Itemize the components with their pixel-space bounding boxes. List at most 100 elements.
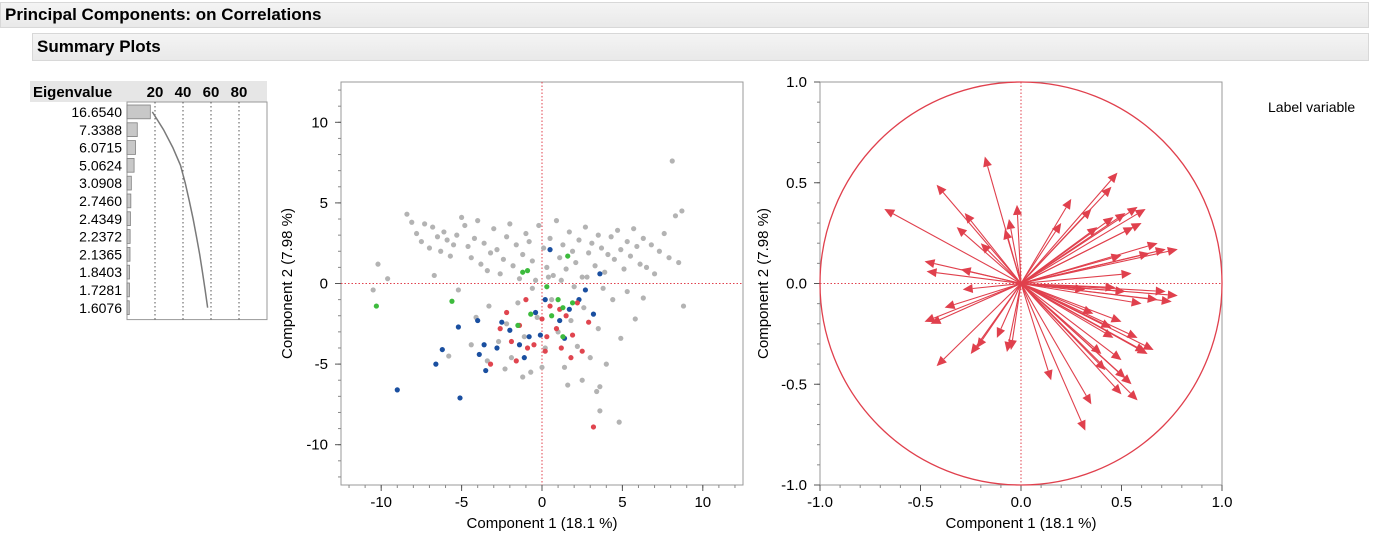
loading-vector	[1020, 208, 1146, 284]
loading-vector-line	[981, 283, 1022, 341]
summary-plots-header[interactable]: Summary Plots	[32, 33, 1369, 61]
score-point	[516, 276, 523, 282]
score-point	[475, 218, 481, 224]
score-point	[513, 242, 519, 248]
eigenvalue-bar-chart: Eigenvalue 20 40 60 80 16.6540 7.3388 6.07155.0…	[30, 81, 268, 321]
score-point	[550, 272, 556, 279]
score-point	[614, 227, 621, 233]
loading-arrowhead	[1007, 339, 1017, 350]
eigenvalue-bar	[126, 282, 130, 298]
loading-arrowhead	[1114, 212, 1126, 223]
score-point	[544, 334, 550, 340]
score-point	[566, 229, 572, 235]
score-point	[542, 348, 548, 354]
eigenvalue-bar	[126, 193, 132, 209]
loading-vector-line	[1007, 238, 1022, 284]
score-point	[487, 361, 494, 367]
score-plot[interactable]: -10 -5 0 5 10 -10 -5 0 5 10 Component 1 (18.1 %) Co…	[0, 0, 760, 541]
loading-vector-line	[953, 282, 1022, 306]
score-point	[637, 261, 643, 267]
score-y-tick-label: 5	[320, 195, 328, 212]
score-point	[560, 305, 566, 311]
score-point	[523, 230, 529, 237]
score-point	[624, 238, 630, 245]
loading-vector	[884, 208, 1022, 284]
loading-vector	[1020, 251, 1150, 285]
loading-arrowhead	[1006, 219, 1016, 230]
score-point	[532, 309, 539, 316]
score-point	[569, 300, 576, 306]
eigenvalue-label: 1.8403	[79, 264, 122, 280]
loading-vector-line	[1020, 273, 1122, 285]
score-point	[631, 226, 637, 232]
score-point	[618, 247, 624, 253]
score-point	[621, 266, 627, 272]
score-point	[504, 321, 510, 327]
loading-vector-line	[987, 249, 1022, 284]
score-point	[500, 256, 507, 262]
eigenvalue-header-tick: 40	[175, 84, 192, 101]
loading-arrowhead	[1102, 328, 1114, 338]
score-point	[439, 346, 445, 353]
score-point	[487, 250, 494, 256]
loading-vector	[1020, 283, 1114, 338]
score-point	[528, 369, 534, 375]
loading-vector	[1020, 282, 1142, 307]
principal-components-header[interactable]: Principal Components: on Correlations	[0, 2, 1369, 28]
loading-vector-line	[1020, 283, 1049, 371]
loading-arrowhead	[996, 326, 1006, 338]
loading-y-tick-label: -1.0	[781, 477, 807, 494]
score-point	[560, 334, 566, 340]
loading-vector-line	[1020, 231, 1125, 284]
eigenvalue-label: 3.0908	[79, 175, 122, 191]
score-point	[444, 237, 450, 243]
loading-vector-line	[936, 272, 1022, 285]
loading-vector-line	[1020, 218, 1118, 284]
score-point	[373, 303, 379, 309]
score-y-tick-label: 10	[311, 114, 328, 131]
score-point	[549, 297, 555, 303]
score-point	[446, 353, 452, 359]
eigenvalue-bar-frame	[126, 101, 268, 321]
score-point	[565, 253, 571, 259]
score-point	[539, 364, 545, 370]
eigenvalue-label: 7.3388	[79, 122, 122, 138]
eigenvalue-label: 1.6076	[79, 300, 122, 316]
score-point	[563, 266, 569, 272]
score-point	[587, 355, 593, 361]
score-point	[576, 237, 582, 243]
loading-x-axis-label: Component 1 (18.1 %)	[946, 515, 1097, 532]
loading-arrowhead	[944, 300, 956, 309]
loading-y-tick-label: 0.0	[786, 276, 807, 293]
score-point	[418, 238, 424, 245]
score-point	[547, 235, 553, 241]
score-point	[454, 232, 460, 238]
score-y-tick-label: -5	[315, 356, 328, 373]
loading-arrowhead	[1115, 286, 1126, 296]
loading-arrowhead	[1126, 329, 1138, 338]
loading-vector-line	[1020, 283, 1082, 422]
loading-vector	[1007, 283, 1022, 350]
loading-arrowhead	[1126, 206, 1138, 217]
score-point	[597, 408, 603, 414]
loading-plot[interactable]: -1.0 -0.5 0.0 0.5 1.0 -1.0 -0.5 0.0 0.5 1.0 Compon…	[0, 0, 1260, 541]
score-point	[586, 319, 592, 325]
score-series-green	[373, 253, 576, 340]
score-point	[471, 235, 478, 241]
label-variables-link[interactable]: Label variable	[1268, 99, 1356, 115]
score-point	[450, 242, 457, 248]
loading-vector	[964, 212, 1022, 284]
loading-vector	[936, 184, 1022, 284]
loading-arrowhead	[1012, 204, 1022, 216]
loading-vector	[996, 283, 1022, 338]
loading-vectors	[884, 156, 1178, 431]
loading-vector-line	[1020, 232, 1090, 284]
loading-vector	[1020, 283, 1112, 328]
loading-arrowhead	[924, 313, 936, 323]
score-point	[484, 358, 490, 364]
score-point	[679, 208, 685, 214]
score-point	[476, 351, 482, 358]
eigenvalue-bar	[126, 157, 135, 173]
loading-vector	[956, 227, 1022, 284]
loading-vector	[1020, 283, 1092, 405]
